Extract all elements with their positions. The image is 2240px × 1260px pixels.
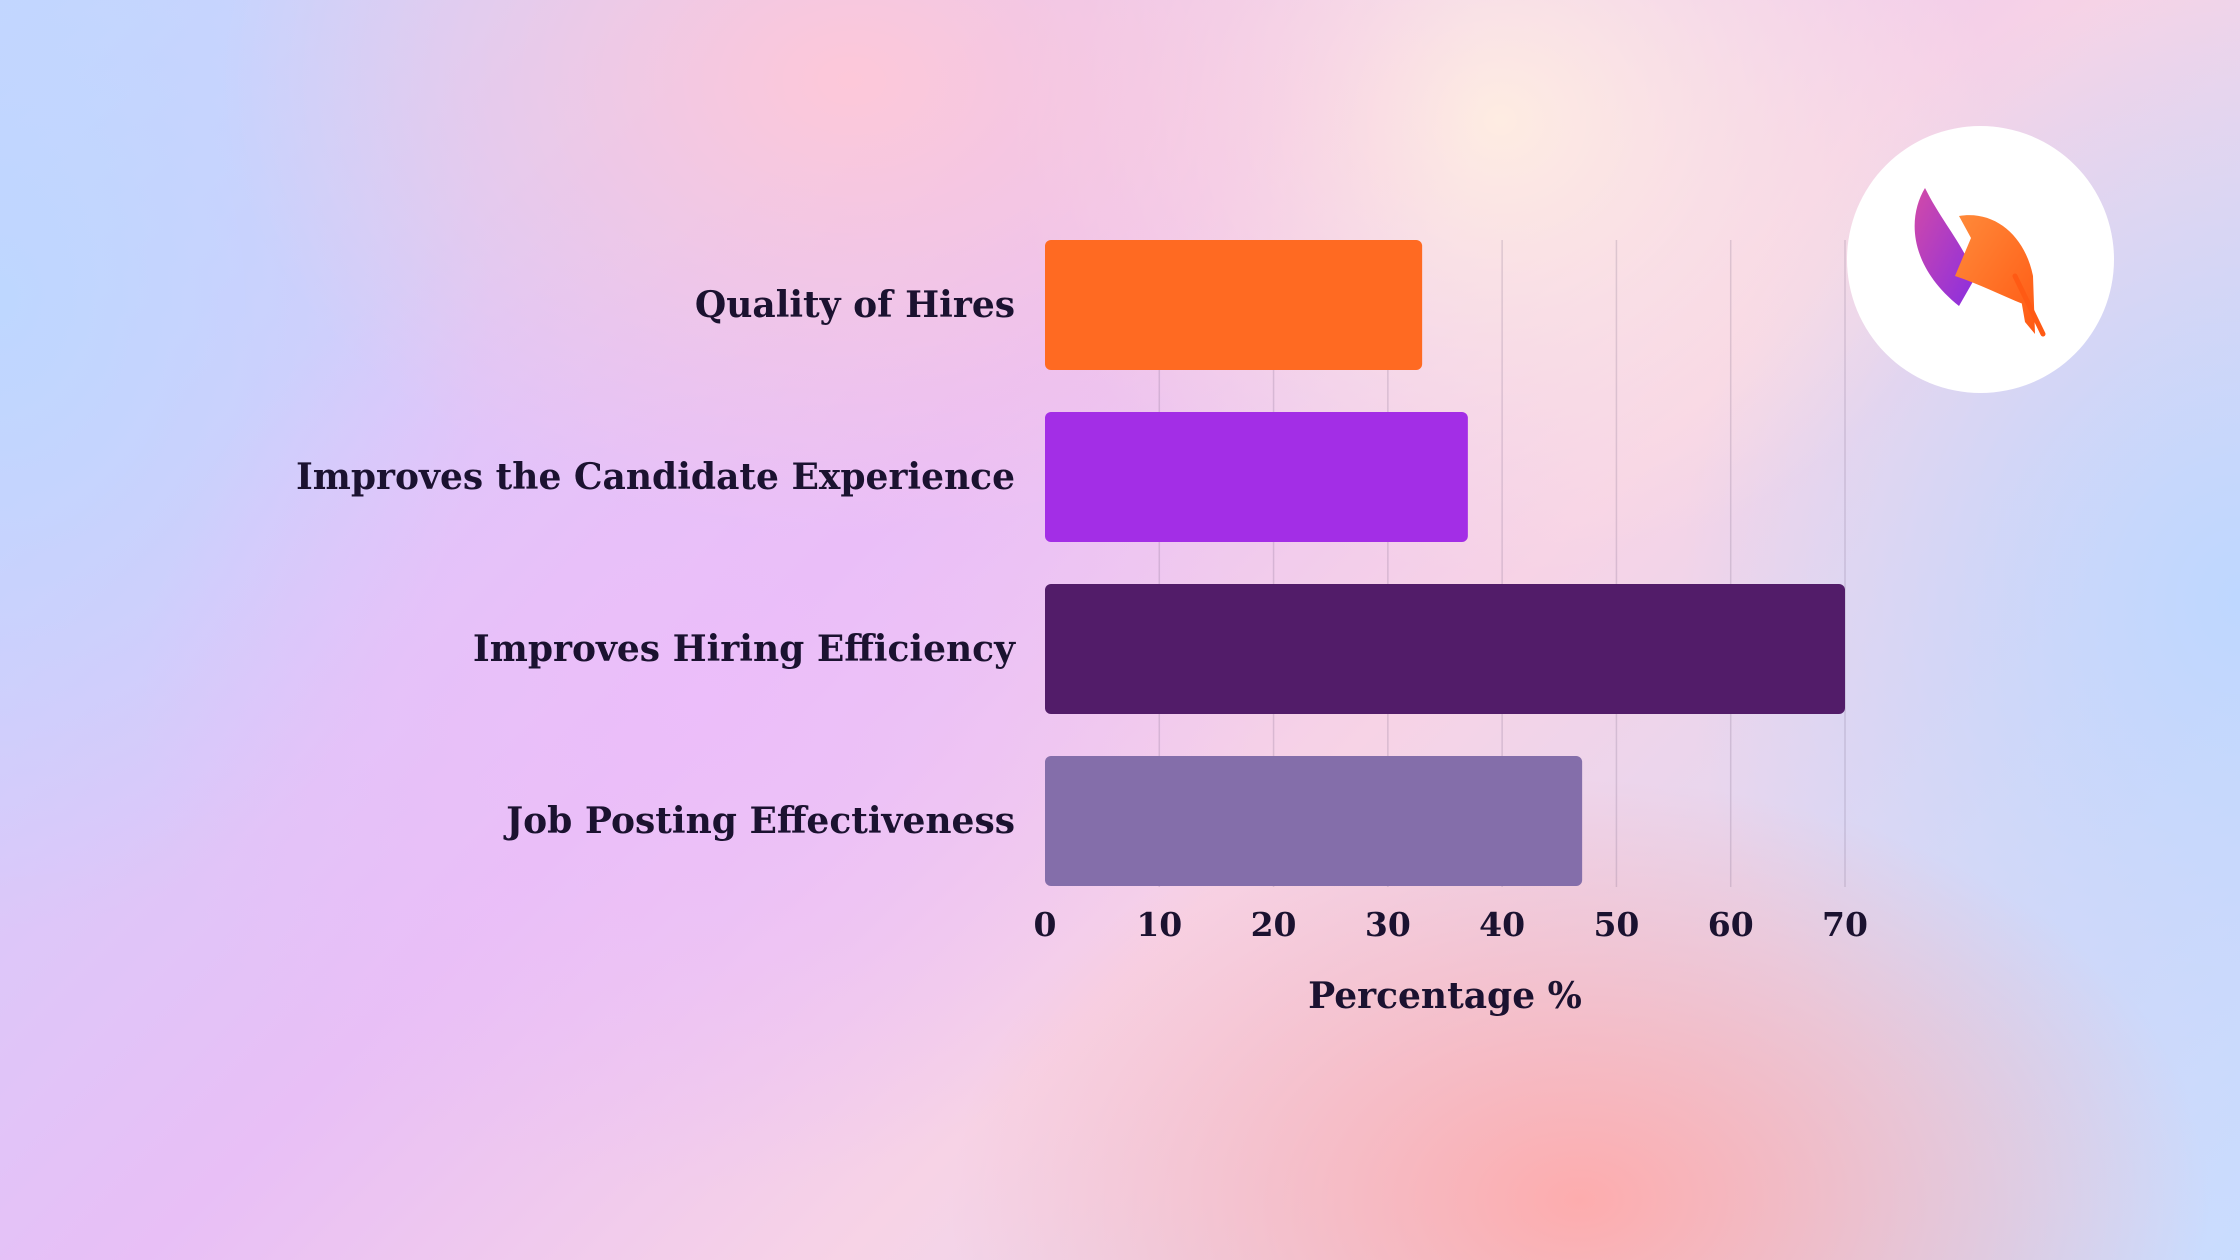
brand-logo — [1847, 126, 2114, 393]
x-tick-label: 30 — [1365, 905, 1411, 944]
x-tick-label: 60 — [1708, 905, 1754, 944]
category-label: Quality of Hires — [695, 284, 1015, 326]
x-tick-label: 70 — [1822, 905, 1868, 944]
bar — [1045, 584, 1845, 714]
x-tick-label: 0 — [1034, 905, 1057, 944]
bar — [1045, 412, 1468, 542]
bar — [1045, 240, 1423, 370]
category-label: Job Posting Effectiveness — [503, 800, 1015, 842]
x-tick-label: 10 — [1136, 905, 1182, 944]
bars — [1045, 240, 1845, 886]
x-tick-label: 40 — [1479, 905, 1525, 944]
category-labels: Quality of Hires Improves the Candidate E… — [296, 284, 1016, 842]
category-label: Improves Hiring Efficiency — [473, 628, 1016, 670]
category-label: Improves the Candidate Experience — [296, 456, 1015, 498]
bar — [1045, 756, 1583, 886]
x-axis-title: Percentage % — [1308, 975, 1582, 1017]
feather-logo-icon — [1914, 188, 2046, 337]
x-tick-labels: 0 10 20 30 40 50 60 70 — [1034, 905, 1868, 944]
x-tick-label: 50 — [1593, 905, 1639, 944]
x-tick-label: 20 — [1251, 905, 1297, 944]
